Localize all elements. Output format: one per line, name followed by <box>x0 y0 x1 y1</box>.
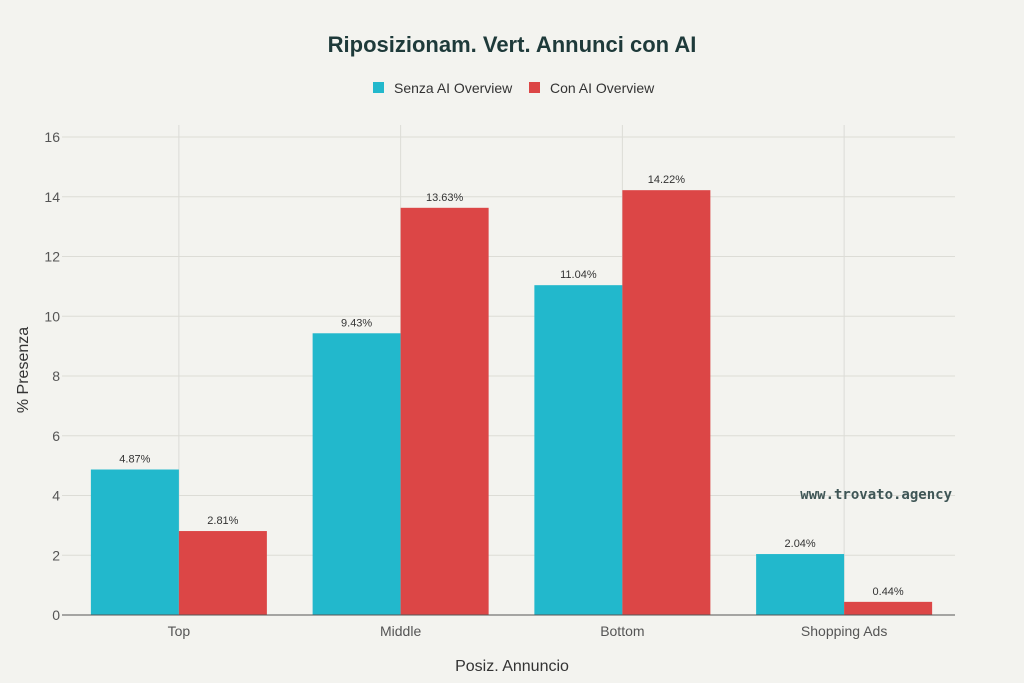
watermark-text: www.trovato.agency <box>800 487 952 503</box>
data-label-con: 13.63% <box>426 192 464 204</box>
data-label-senza: 4.87% <box>119 454 150 466</box>
x-tick-label: Shopping Ads <box>801 623 887 639</box>
y-tick-label: 8 <box>52 368 60 384</box>
legend-swatch-senza <box>373 82 384 93</box>
y-tick-label: 10 <box>44 308 60 324</box>
y-tick-label: 2 <box>52 547 60 563</box>
bar-con <box>622 190 711 616</box>
chart-legend: Senza AI Overview Con AI Overview <box>373 80 655 96</box>
bars <box>90 190 933 616</box>
y-tick-label: 12 <box>44 249 60 265</box>
legend-swatch-con <box>529 82 540 93</box>
data-label-con: 0.44% <box>873 586 904 598</box>
x-axis-title: Posiz. Annuncio <box>455 658 569 675</box>
bar-senza <box>756 554 845 615</box>
bar-senza <box>534 285 623 615</box>
data-label-senza: 11.04% <box>560 269 597 281</box>
bar-con <box>400 207 489 615</box>
chart-title: Riposizionam. Vert. Annunci con AI <box>328 32 697 57</box>
y-tick-label: 14 <box>44 189 60 205</box>
x-tick-label: Bottom <box>600 623 644 639</box>
bar-con <box>844 601 933 615</box>
x-tick-label: Top <box>168 623 191 639</box>
y-axis-title: % Presenza <box>15 327 32 413</box>
y-tick-label: 16 <box>44 129 60 145</box>
y-axis-ticks: 0 2 4 6 8 10 12 14 16 <box>44 129 60 623</box>
bar-senza <box>90 469 179 615</box>
legend-label-con: Con AI Overview <box>550 80 655 96</box>
y-tick-label: 4 <box>52 488 60 504</box>
data-label-con: 2.81% <box>207 515 238 527</box>
data-label-senza: 2.04% <box>785 538 816 550</box>
x-axis-ticks: Top Middle Bottom Shopping Ads <box>168 623 888 639</box>
bar-senza <box>312 333 401 615</box>
legend-label-senza: Senza AI Overview <box>394 80 513 96</box>
data-labels: 4.87% 2.81% 9.43% 13.63% 11.04% 14.22% 2.04% 0.… <box>119 174 904 598</box>
data-label-senza: 9.43% <box>341 317 372 329</box>
data-label-con: 14.22% <box>648 174 686 186</box>
x-tick-label: Middle <box>380 623 421 639</box>
bar-con <box>178 531 267 615</box>
y-tick-label: 0 <box>52 607 60 623</box>
y-tick-label: 6 <box>52 428 60 444</box>
